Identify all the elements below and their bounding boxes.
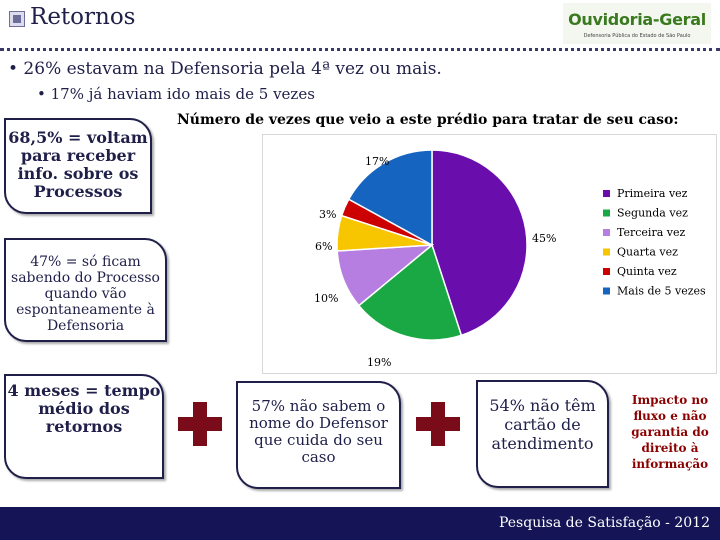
callout-voltam: 68,5% = voltam para receber info. sobre … bbox=[4, 118, 152, 214]
impacto-line: informação bbox=[631, 457, 709, 471]
legend-swatch bbox=[603, 268, 610, 275]
impacto-line: direito à bbox=[641, 441, 699, 455]
callout-line: atendimento bbox=[491, 434, 594, 453]
legend-swatch bbox=[603, 209, 610, 217]
legend-entry: Terceira vez bbox=[617, 226, 685, 239]
callout-line: cartão de bbox=[504, 415, 581, 434]
logo-sub-text: Defensoria Pública do Estado de São Paul… bbox=[583, 33, 691, 39]
slide-bullet-icon bbox=[9, 11, 25, 27]
impacto-line: garantia do bbox=[631, 425, 709, 439]
callout-line: nome do Defensor bbox=[249, 414, 388, 432]
legend-entry: Primeira vez bbox=[617, 187, 688, 200]
callout-line: 68,5% = voltam bbox=[8, 128, 148, 147]
callout-line: Defensoria bbox=[46, 318, 125, 334]
pie-slice-label: 10% bbox=[314, 292, 338, 305]
callout-line: espontaneamente à bbox=[16, 302, 155, 318]
page-title: Retornos bbox=[30, 4, 136, 30]
callout-line: quando vão bbox=[44, 286, 127, 302]
ouvidoria-logo: Ouvidoria-Geral Defensoria Pública do Es… bbox=[563, 3, 711, 44]
plus-icon bbox=[178, 402, 222, 446]
callout-line: 54% não têm bbox=[489, 396, 596, 415]
title-bar: Retornos Ouvidoria-Geral Defensoria Públ… bbox=[0, 0, 720, 48]
callout-line: retornos bbox=[45, 417, 123, 436]
callout-line: 47% = só ficam bbox=[30, 254, 141, 270]
pie-slice-2 bbox=[357, 243, 463, 341]
impacto-note: Impacto no fluxo e não garantia do direi… bbox=[624, 392, 716, 472]
callout-cartao: 54% não têm cartão de atendimento bbox=[476, 380, 609, 488]
callout-line: 57% não sabem o bbox=[251, 397, 386, 415]
plus-icon bbox=[416, 402, 460, 446]
pie-slice-label: 17% bbox=[365, 155, 389, 168]
footer-bar: Pesquisa de Satisfação - 2012 bbox=[0, 507, 720, 540]
chart-frame bbox=[262, 134, 717, 374]
pie-slice-6 bbox=[347, 149, 433, 247]
legend-entry: Quinta vez bbox=[617, 265, 677, 278]
title-divider bbox=[0, 48, 720, 51]
pie-chart: 45% 19% 10% 6% 3% 17% Primeira vez Segunda vez T… bbox=[314, 149, 706, 369]
legend-entry: Quarta vez bbox=[617, 246, 678, 259]
callout-nome-defensor: 57% não sabem o nome do Defensor que cui… bbox=[236, 381, 401, 489]
legend-swatch bbox=[603, 248, 610, 256]
impacto-line: Impacto no bbox=[631, 393, 709, 407]
legend-swatch bbox=[603, 229, 610, 236]
bullet-point: • 26% estavam na Defensoria pela 4ª vez … bbox=[8, 59, 442, 79]
legend-entry: Mais de 5 vezes bbox=[617, 285, 706, 298]
legend-entry: Segunda vez bbox=[617, 207, 688, 220]
legend-swatch bbox=[603, 287, 610, 295]
callout-line: 4 meses = tempo bbox=[7, 381, 161, 400]
callout-line: que cuida do seu bbox=[254, 431, 383, 449]
callout-line: caso bbox=[301, 448, 336, 466]
callout-line: info. sobre os bbox=[17, 164, 139, 183]
legend-swatch bbox=[603, 190, 610, 197]
pie-slice-label: 6% bbox=[315, 240, 332, 253]
footer-text: Pesquisa de Satisfação - 2012 bbox=[498, 515, 710, 531]
pie-slice-1 bbox=[431, 149, 528, 337]
callout-line: para receber bbox=[20, 146, 136, 165]
pie-slice-label: 45% bbox=[532, 232, 556, 245]
sub-bullet-point: • 17% já haviam ido mais de 5 vezes bbox=[37, 85, 315, 103]
callout-tempo-medio: 4 meses = tempo médio dos retornos bbox=[4, 374, 164, 479]
pie-chart-area: Número de vezes que veio a este prédio p… bbox=[177, 108, 720, 376]
logo-main-text: Ouvidoria-Geral bbox=[568, 10, 706, 29]
callout-line: sabendo do Processo bbox=[11, 270, 160, 286]
pie-slice-label: 3% bbox=[319, 208, 336, 221]
impacto-line: fluxo e não bbox=[633, 409, 707, 423]
chart-title: Número de vezes que veio a este prédio p… bbox=[177, 112, 679, 128]
callout-line: médio dos bbox=[38, 399, 130, 418]
callout-line: Processos bbox=[33, 182, 123, 201]
callout-ficam-sabendo: 47% = só ficam sabendo do Processo quand… bbox=[4, 238, 167, 342]
pie-slice-label: 19% bbox=[367, 356, 391, 369]
